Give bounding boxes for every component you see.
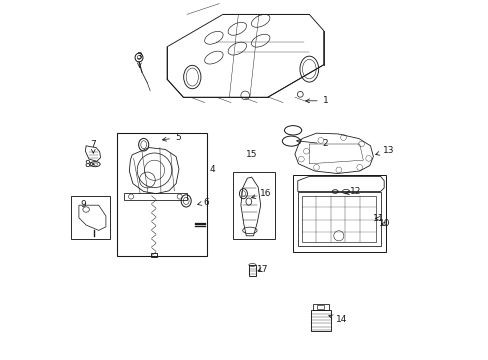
Bar: [248, 265, 256, 276]
Bar: [151, 253, 157, 257]
Bar: [117, 133, 207, 256]
Text: 14: 14: [328, 315, 346, 324]
Text: 11: 11: [372, 214, 384, 223]
Text: 5: 5: [162, 133, 181, 142]
Bar: [312, 304, 328, 310]
Bar: [310, 310, 330, 331]
Text: 2: 2: [296, 139, 327, 148]
Bar: [232, 172, 275, 239]
Text: 3: 3: [136, 52, 142, 67]
Text: 7: 7: [90, 140, 96, 153]
Text: 16: 16: [251, 189, 271, 199]
Bar: [302, 196, 375, 242]
Text: 6: 6: [197, 198, 209, 207]
Text: 1: 1: [305, 96, 328, 105]
Text: 13: 13: [375, 146, 393, 155]
Text: 4: 4: [209, 165, 214, 174]
Text: 10: 10: [378, 219, 390, 228]
Text: 17: 17: [256, 265, 268, 274]
Text: 12: 12: [345, 187, 360, 196]
Text: 9: 9: [80, 200, 86, 209]
Bar: [317, 305, 324, 309]
Bar: [293, 175, 386, 252]
Text: 15: 15: [245, 150, 257, 158]
Text: 8: 8: [84, 160, 94, 168]
Bar: [71, 196, 110, 239]
